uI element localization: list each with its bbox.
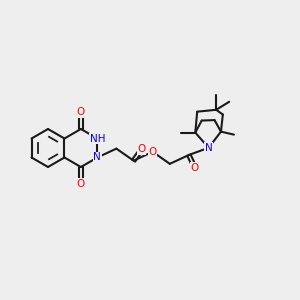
Text: N: N	[94, 152, 101, 163]
Text: NH: NH	[90, 134, 105, 143]
Text: O: O	[77, 179, 85, 189]
Text: O: O	[137, 144, 146, 154]
Text: O: O	[191, 163, 199, 173]
Text: N: N	[205, 143, 212, 153]
Text: O: O	[148, 147, 157, 157]
Text: O: O	[77, 107, 85, 117]
